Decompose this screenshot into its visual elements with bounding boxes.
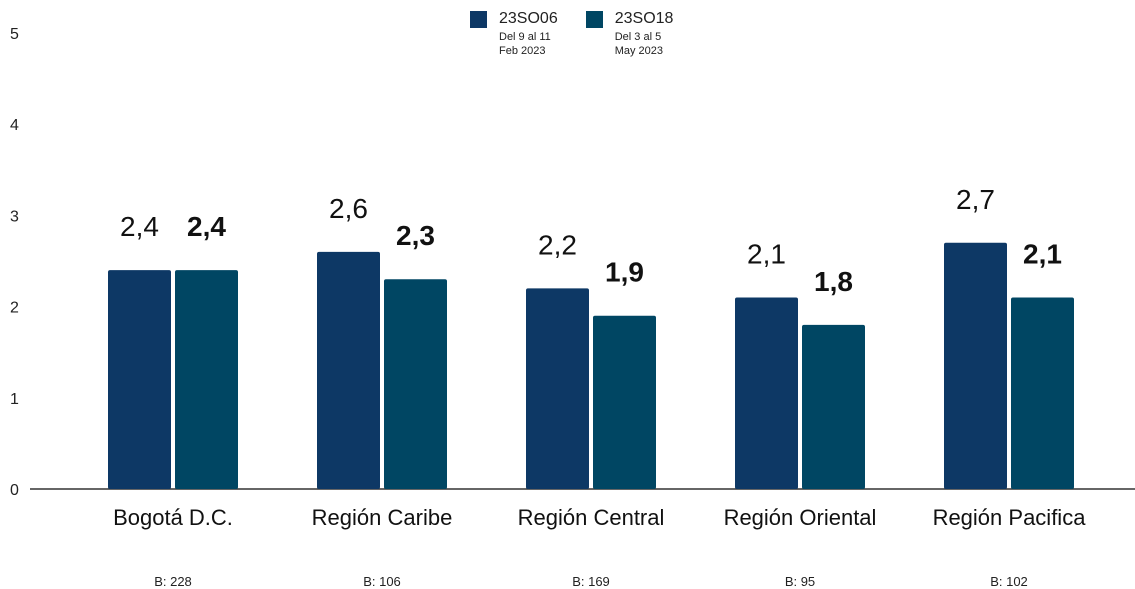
data-label-23SO18: 1,8 xyxy=(814,266,853,297)
bar-23SO18 xyxy=(1011,297,1074,489)
legend-label: 23SO06 xyxy=(499,10,558,27)
x-category-label: Bogotá D.C. xyxy=(113,505,233,530)
bar-23SO06 xyxy=(526,288,589,489)
base-size-label: B: 106 xyxy=(363,574,401,589)
y-tick-label: 4 xyxy=(10,117,19,134)
bar-23SO06 xyxy=(108,270,171,489)
legend-sublabel-line1: Del 3 al 5 xyxy=(614,31,662,43)
data-label-23SO06: 2,2 xyxy=(538,229,577,260)
bar-23SO06 xyxy=(735,297,798,489)
bar-23SO18 xyxy=(175,270,238,489)
data-label-23SO06: 2,6 xyxy=(329,193,368,224)
x-category-label: Región Pacifica xyxy=(933,505,1087,530)
data-label-23SO18: 2,4 xyxy=(187,211,226,242)
y-tick-label: 0 xyxy=(10,482,19,499)
chart-legend: 23SO06 Del 9 al 11 Feb 2023 23SO18 Del 3… xyxy=(470,10,673,58)
base-size-label: B: 169 xyxy=(572,574,610,589)
y-tick-label: 1 xyxy=(10,391,19,408)
data-label-23SO18: 2,1 xyxy=(1023,238,1062,269)
data-label-23SO06: 2,7 xyxy=(956,184,995,215)
base-size-label: B: 228 xyxy=(154,574,192,589)
base-size-label: B: 102 xyxy=(990,574,1028,589)
legend-label: 23SO18 xyxy=(614,10,674,27)
legend-sublabel-line1: Del 9 al 11 xyxy=(499,31,551,43)
y-tick-label: 2 xyxy=(10,300,19,317)
data-label-23SO06: 2,1 xyxy=(747,238,786,269)
legend-item-23SO18: 23SO18 Del 3 al 5 May 2023 xyxy=(585,10,674,58)
x-category-label: Región Central xyxy=(518,505,665,530)
y-tick-label: 3 xyxy=(10,208,19,225)
bar-23SO18 xyxy=(384,279,447,489)
legend-sublabel-line2: Feb 2023 xyxy=(499,45,546,57)
legend-swatch-23SO06 xyxy=(470,10,487,28)
x-category-label: Región Oriental xyxy=(724,505,877,530)
legend-sublabel-line2: May 2023 xyxy=(614,45,664,57)
bar-23SO06 xyxy=(944,242,1007,489)
data-label-23SO18: 2,3 xyxy=(396,220,435,251)
data-label-23SO18: 1,9 xyxy=(605,257,644,288)
bar-23SO18 xyxy=(802,324,865,489)
x-category-label: Región Caribe xyxy=(312,505,453,530)
legend-item-23SO06: 23SO06 Del 9 al 11 Feb 2023 xyxy=(470,10,558,58)
bar-23SO06 xyxy=(317,251,380,489)
data-label-23SO06: 2,4 xyxy=(120,211,159,242)
y-tick-label: 5 xyxy=(10,26,19,43)
base-size-label: B: 95 xyxy=(785,574,815,589)
legend-swatch-23SO18 xyxy=(585,10,603,28)
bar-23SO18 xyxy=(593,315,656,489)
